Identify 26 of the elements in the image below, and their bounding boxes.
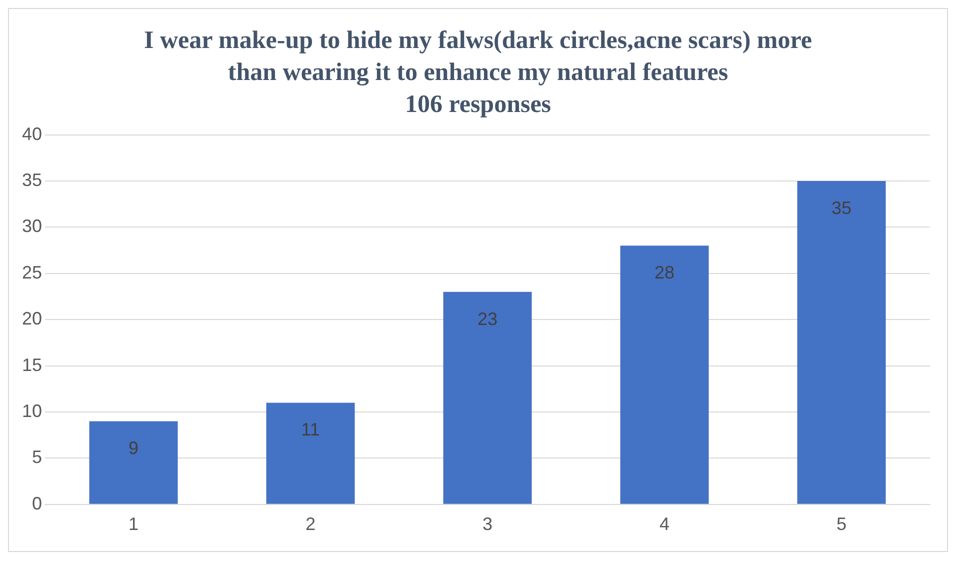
bar — [620, 246, 709, 504]
chart-subtitle: 106 responses — [404, 90, 552, 120]
x-tick-label: 1 — [128, 514, 139, 534]
bar — [266, 402, 355, 504]
y-tick-label: 5 — [32, 447, 42, 468]
x-tick-label: 5 — [836, 514, 847, 534]
y-tick-label: 35 — [22, 170, 42, 190]
y-tick-label: 40 — [22, 124, 42, 144]
y-tick-label: 15 — [22, 354, 42, 375]
data-label: 28 — [654, 262, 675, 283]
data-label: 11 — [301, 420, 320, 440]
y-tick-label: 25 — [22, 262, 42, 282]
data-label: 9 — [128, 438, 139, 458]
y-tick-label: 0 — [32, 493, 42, 514]
x-tick-label: 3 — [482, 514, 493, 534]
chart-title: I wear make-up to hide my falws(dark circles,acne scars) more than wearing it to enhance my natural features — [143, 26, 813, 88]
data-label: 23 — [477, 308, 498, 329]
y-tick-label: 20 — [22, 308, 42, 329]
data-label: 35 — [831, 198, 852, 218]
x-tick-label: 4 — [660, 514, 670, 534]
x-tick-label: 2 — [306, 514, 316, 534]
y-tick-label: 30 — [22, 216, 42, 236]
bar — [89, 421, 178, 504]
y-tick-label: 10 — [22, 400, 42, 421]
bar — [443, 292, 532, 504]
bar — [797, 181, 886, 504]
